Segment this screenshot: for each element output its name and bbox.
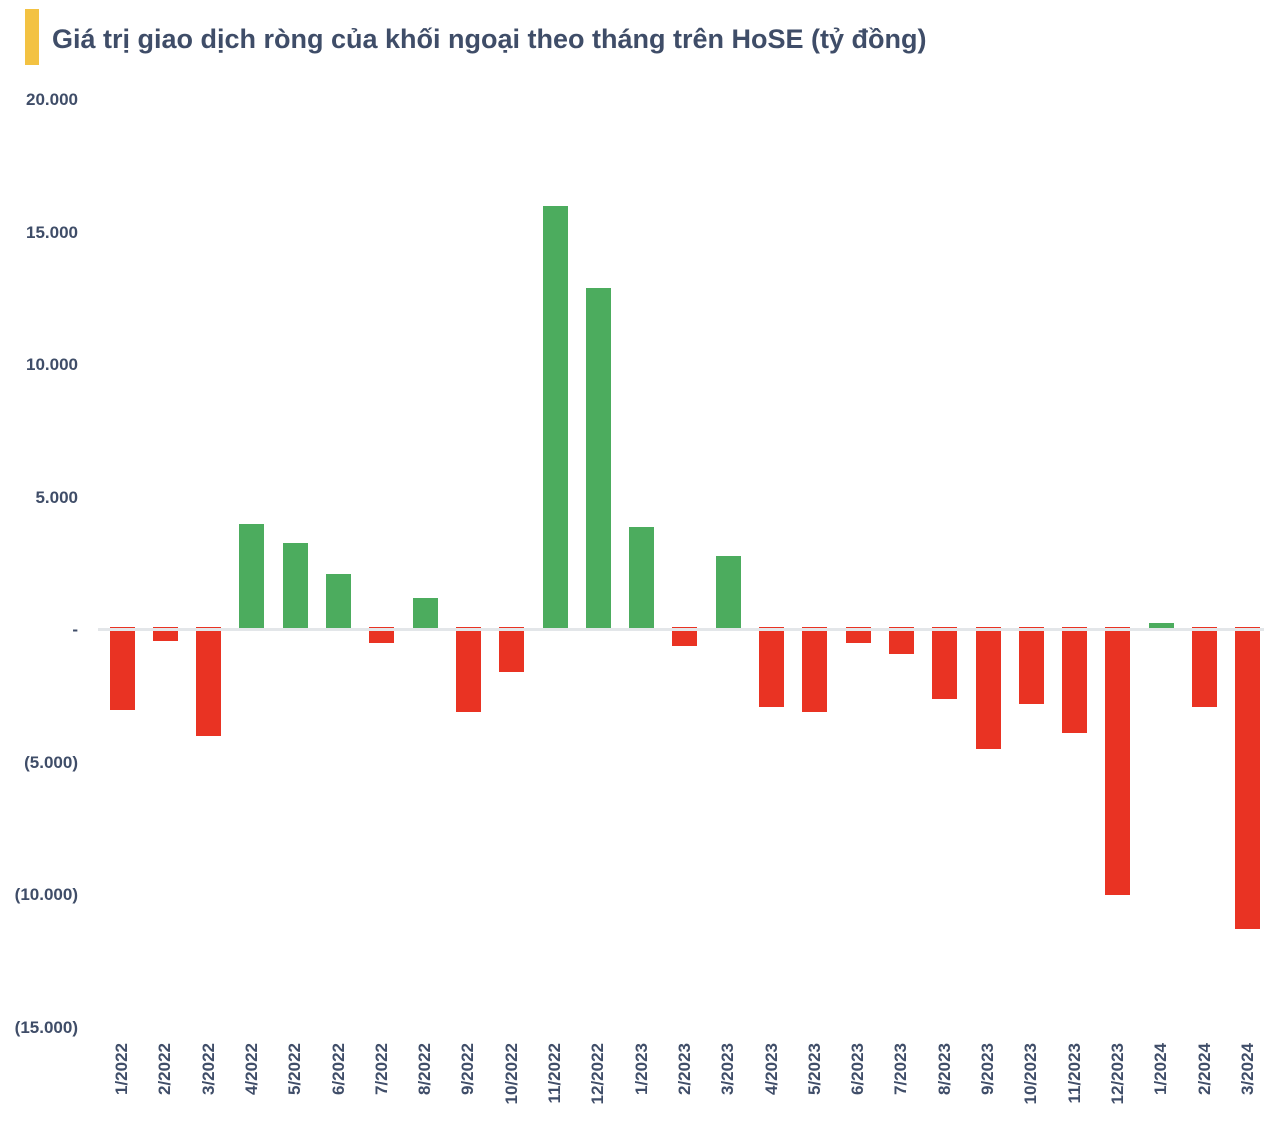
page-title: Giá trị giao dịch ròng của khối ngoại th… (52, 24, 927, 54)
x-axis-tick-label: 4/2022 (241, 1043, 261, 1095)
y-axis-tick-label: - (72, 620, 78, 639)
x-axis-tick-label: 3/2022 (198, 1043, 218, 1095)
bar-1/2022 (109, 627, 135, 710)
x-axis-tick-label: 2/2022 (155, 1043, 175, 1095)
x-axis-tick-label: 8/2023 (934, 1043, 954, 1095)
x-axis-tick-label: 9/2023 (978, 1043, 997, 1095)
y-axis-tick-label: 5.000 (35, 487, 78, 507)
x-axis-tick-label: 10/2022 (501, 1043, 521, 1105)
bar-8/2023 (932, 627, 958, 699)
x-axis-tick-label: 1/2022 (112, 1043, 131, 1095)
bar-11/2023 (1062, 627, 1088, 734)
bar-2/2023 (672, 627, 698, 646)
y-axis-tick-label: 15.000 (26, 222, 78, 242)
zero-axis-line (98, 628, 1264, 631)
x-axis-tick-label: 12/2022 (588, 1043, 608, 1105)
y-axis-tick-label: (15.000) (14, 1017, 78, 1037)
bar-8/2022 (412, 598, 438, 630)
x-axis-tick-label: 1/2023 (631, 1043, 651, 1095)
bar-3/2023 (715, 555, 741, 630)
y-axis-tick-label: (10.000) (14, 885, 78, 904)
y-axis-tick-label: 20.000 (26, 90, 78, 109)
bar-10/2023 (1018, 627, 1044, 705)
x-axis-tick-label: 7/2022 (371, 1043, 391, 1095)
bar-9/2023 (975, 627, 1001, 750)
bar-6/2023 (845, 627, 871, 644)
x-axis-tick-label: 7/2023 (891, 1043, 911, 1095)
x-axis-tick-label: 6/2023 (848, 1043, 868, 1095)
bar-2/2024 (1192, 627, 1217, 707)
bar-1/2024 (1148, 623, 1174, 630)
x-axis-tick-label: 11/2023 (1064, 1043, 1084, 1104)
x-axis-tick-label: 2/2024 (1194, 1043, 1214, 1095)
bar-11/2022 (542, 206, 568, 630)
bar-4/2022 (239, 524, 265, 630)
x-axis-tick-label: 2/2023 (674, 1043, 694, 1095)
bar-6/2022 (326, 574, 351, 630)
title-accent-bar (25, 9, 39, 65)
x-axis-tick-label: 1/2024 (1151, 1043, 1171, 1095)
x-axis-tick-label: 12/2023 (1107, 1043, 1127, 1105)
x-axis-tick-label: 11/2022 (545, 1043, 564, 1104)
y-axis-tick-label: 10.000 (26, 355, 78, 374)
x-axis-tick-label: 3/2023 (718, 1043, 738, 1095)
bar-1/2023 (629, 526, 655, 630)
x-axis-tick-label: 8/2022 (415, 1043, 435, 1095)
bar-5/2022 (282, 542, 308, 630)
bar-4/2023 (759, 627, 784, 707)
x-axis-tick-label: 5/2022 (285, 1043, 305, 1095)
bar-9/2022 (455, 627, 481, 713)
y-axis-tick-label: (5.000) (24, 752, 78, 772)
x-axis-tick-label: 3/2024 (1237, 1043, 1257, 1095)
x-axis-tick-label: 10/2023 (1021, 1043, 1041, 1105)
bar-3/2022 (196, 627, 222, 736)
x-axis-tick-label: 6/2022 (328, 1043, 348, 1095)
bar-3/2024 (1235, 627, 1261, 930)
x-axis-tick-label: 5/2023 (804, 1043, 824, 1095)
x-axis-tick-label: 4/2023 (761, 1043, 781, 1095)
bar-12/2023 (1105, 627, 1131, 895)
bar-7/2023 (888, 627, 914, 654)
bar-7/2022 (369, 627, 395, 644)
bar-10/2022 (499, 627, 525, 673)
bar-12/2022 (585, 288, 611, 630)
bar-5/2023 (802, 627, 828, 713)
x-axis-tick-label: 9/2022 (458, 1043, 478, 1095)
